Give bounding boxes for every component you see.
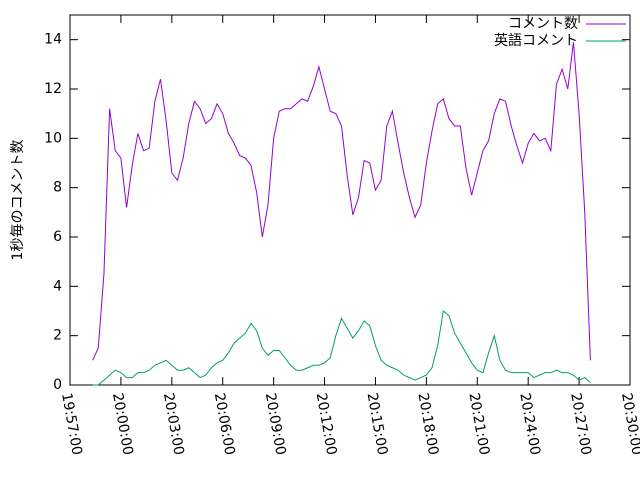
legend-label: 英語コメント <box>494 32 578 49</box>
x-tick-label: 20:12:00 <box>313 392 340 457</box>
x-tick-label: 20:06:00 <box>211 392 238 457</box>
y-tick-label: 10 <box>44 130 62 146</box>
x-tick-label: 20:00:00 <box>109 392 136 457</box>
plot-frame <box>69 14 631 386</box>
data-line <box>92 310 591 386</box>
legend-label: コメント数 <box>508 16 578 32</box>
x-tick-label: 20:03:00 <box>160 392 187 457</box>
x-tick-label: 20:27:00 <box>567 392 594 457</box>
y-tick-label: 6 <box>53 229 62 245</box>
y-tick-label: 2 <box>53 328 62 344</box>
x-tick-label: 20:21:00 <box>465 392 492 457</box>
y-tick-label: 8 <box>53 180 62 196</box>
x-tick-label: 20:30:00 <box>618 392 640 457</box>
x-tick-label: 20:09:00 <box>262 392 289 457</box>
y-tick-label: 14 <box>44 32 62 48</box>
x-tick-label: 20:24:00 <box>516 392 543 457</box>
data-line <box>92 42 591 361</box>
y-tick-label: 4 <box>53 278 62 294</box>
y-tick-label: 0 <box>53 377 62 393</box>
y-axis-label: 1秒毎のコメント数 <box>10 140 26 261</box>
y-tick-label: 12 <box>44 81 62 97</box>
x-tick-label: 20:15:00 <box>364 392 391 457</box>
x-tick-label: 20:18:00 <box>414 392 441 457</box>
x-tick-label: 19:57:00 <box>58 392 85 457</box>
